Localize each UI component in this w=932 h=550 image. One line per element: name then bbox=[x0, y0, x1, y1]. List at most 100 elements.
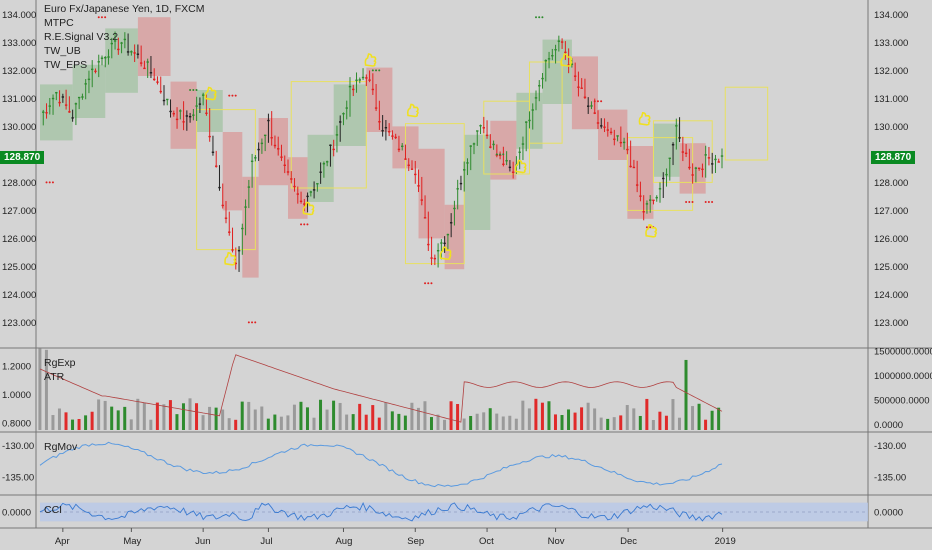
regexp-bar bbox=[488, 408, 492, 430]
regexp-bar bbox=[456, 404, 460, 430]
atr-label[interactable]: ATR bbox=[44, 371, 65, 383]
signal-dot bbox=[51, 181, 54, 184]
signal-dot bbox=[300, 223, 303, 226]
regexp-bar bbox=[136, 398, 140, 430]
signal-dot bbox=[303, 223, 306, 226]
price-tick-label: 133.000 bbox=[2, 38, 36, 49]
signal-dot bbox=[247, 321, 250, 324]
regexp-tick-label: 1.0000 bbox=[2, 390, 31, 401]
regexp-bar bbox=[149, 419, 153, 430]
atr-line bbox=[39, 354, 723, 423]
price-candles bbox=[42, 31, 724, 272]
regexp-bar bbox=[77, 419, 81, 430]
rgmov-tick-label: -135.00 bbox=[874, 473, 906, 484]
regexp-bar bbox=[384, 402, 388, 430]
regexp-bar bbox=[429, 417, 433, 430]
regexp-bar bbox=[697, 403, 701, 430]
regexp-bar bbox=[606, 418, 610, 430]
indicator-label[interactable]: R.E.Signal V3.2 bbox=[44, 31, 119, 43]
signal-dot bbox=[645, 226, 648, 229]
indicator-label[interactable]: TW_UB bbox=[44, 45, 81, 57]
regexp-bar bbox=[580, 407, 584, 430]
rgmov-tick-label: -130.00 bbox=[2, 441, 34, 452]
signal-dot bbox=[234, 94, 237, 97]
signal-dot bbox=[97, 16, 100, 19]
thumb-signal-markers bbox=[204, 53, 658, 266]
regexp-bar bbox=[443, 419, 447, 430]
regexp-bar bbox=[469, 415, 473, 430]
rgmov-label[interactable]: RgMov bbox=[44, 441, 78, 453]
outline-box bbox=[724, 86, 769, 161]
regexp-label[interactable]: RgExp bbox=[44, 357, 76, 369]
regexp-bar bbox=[475, 413, 479, 430]
shaded-box bbox=[464, 134, 491, 230]
thumbs-signal-icon bbox=[645, 223, 658, 238]
regexp-bar bbox=[593, 408, 597, 430]
regexp-tick-label: 1.2000 bbox=[2, 362, 31, 373]
regexp-bar bbox=[266, 418, 270, 430]
regexp-bar bbox=[632, 408, 636, 430]
regexp-bar bbox=[168, 400, 172, 430]
price-tick-label: 130.000 bbox=[2, 122, 36, 133]
regexp-bar bbox=[84, 415, 88, 430]
regexp-bar bbox=[540, 402, 544, 430]
regexp-bar bbox=[423, 401, 427, 430]
price-tick-label: 131.000 bbox=[874, 94, 908, 105]
regexp-bar bbox=[508, 415, 512, 430]
thumbs-signal-icon bbox=[406, 103, 419, 118]
regexp-bar bbox=[279, 416, 283, 430]
signal-dot bbox=[596, 100, 599, 103]
regexp-bar bbox=[482, 412, 486, 430]
regexp-bar bbox=[527, 408, 531, 430]
thumbs-signal-icon bbox=[514, 159, 527, 174]
last-price-tag-right: 128.870 bbox=[871, 151, 916, 164]
price-tick-label: 132.000 bbox=[2, 66, 36, 77]
signal-dot bbox=[251, 321, 254, 324]
regexp-bar bbox=[547, 401, 551, 430]
regexp-bar bbox=[110, 406, 114, 430]
regexp-bar bbox=[619, 415, 623, 430]
signal-dot bbox=[593, 100, 596, 103]
regexp-bar bbox=[129, 419, 133, 430]
regexp-bar bbox=[221, 409, 225, 430]
regexp-bar bbox=[664, 415, 668, 430]
time-tick-label: Dec bbox=[620, 536, 637, 547]
regexp-bar bbox=[332, 400, 336, 430]
rgmov-pane: -130.00 -130.00 -135.00 -135.00 bbox=[2, 441, 906, 488]
price-tick-label: 131.000 bbox=[2, 94, 36, 105]
main-legend: Euro Fx/Japanese Yen, 1D, FXCM MTPC R.E.… bbox=[44, 2, 205, 72]
regexp-bar bbox=[684, 359, 688, 430]
regexp-bar bbox=[103, 400, 107, 430]
indicator-label[interactable]: MTPC bbox=[44, 17, 74, 29]
price-tick-label: 126.000 bbox=[2, 234, 36, 245]
price-tick-label: 127.000 bbox=[2, 206, 36, 217]
cci-legend: CCI bbox=[44, 503, 62, 517]
signal-dot bbox=[189, 89, 192, 91]
cci-label[interactable]: CCI bbox=[44, 504, 63, 516]
regexp-bar bbox=[175, 414, 179, 430]
regexp-bar bbox=[612, 417, 616, 430]
regexp-bar bbox=[38, 348, 42, 430]
regexp-bar bbox=[358, 403, 362, 430]
price-tick-label: 123.000 bbox=[874, 318, 908, 329]
signal-dot bbox=[430, 282, 433, 285]
regexp-bar bbox=[116, 410, 120, 430]
regexp-bar bbox=[534, 398, 538, 430]
rgmov-tick-label: -130.00 bbox=[874, 441, 906, 452]
regexp-bar bbox=[573, 412, 577, 430]
regexp-bar bbox=[253, 409, 257, 430]
time-tick-label: May bbox=[123, 536, 141, 547]
regexp-bar bbox=[416, 407, 420, 430]
regexp-bar bbox=[403, 415, 407, 430]
thumbs-signal-icon bbox=[364, 53, 377, 67]
regexp-legend: RgExp ATR bbox=[44, 356, 76, 384]
regexp-bar bbox=[677, 417, 681, 430]
regexp-bar bbox=[208, 406, 212, 430]
regexp-bar bbox=[638, 415, 642, 430]
regexp-bar bbox=[312, 417, 316, 430]
indicator-label[interactable]: TW_EPS bbox=[44, 59, 88, 71]
signal-dots bbox=[45, 16, 714, 324]
time-tick-label: Jul bbox=[260, 536, 272, 547]
signal-dot bbox=[535, 16, 537, 19]
